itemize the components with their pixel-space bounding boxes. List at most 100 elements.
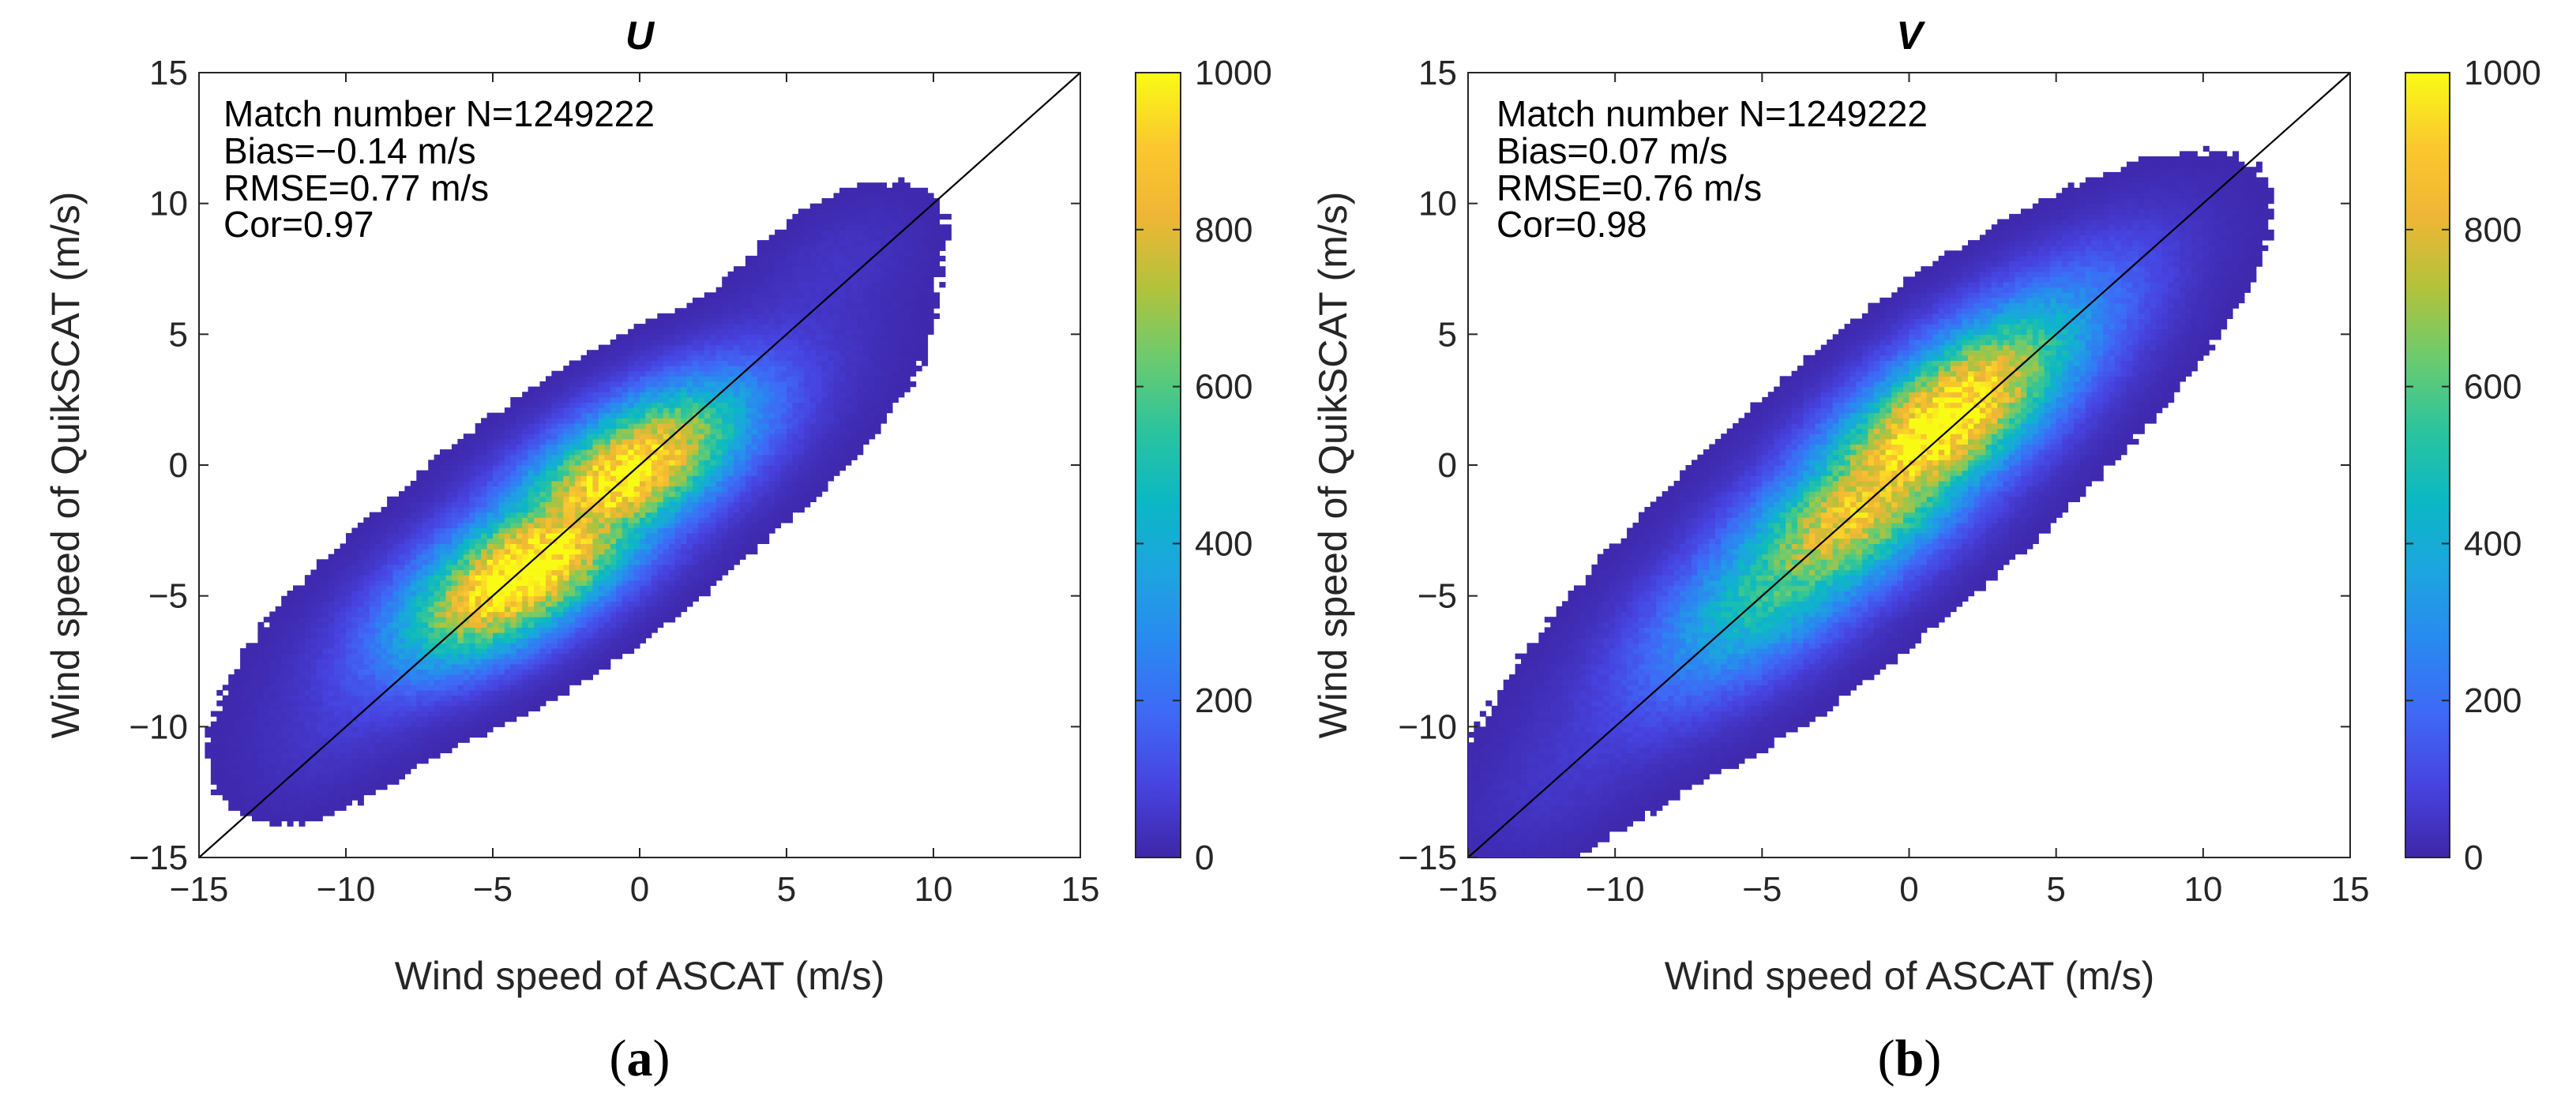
- panel-a-density-cell: [598, 350, 605, 356]
- panel-a-density-cell: [745, 271, 752, 277]
- panel-a-density-cell: [610, 350, 617, 356]
- panel-a-density-cell: [381, 700, 388, 707]
- panel-a-density-cell: [299, 711, 306, 717]
- panel-a-density-cell: [557, 549, 564, 555]
- panel-a-density-cell: [357, 737, 364, 743]
- panel-a-density-cell: [734, 287, 740, 293]
- panel-a-density-cell: [681, 340, 688, 346]
- panel-a-density-cell: [715, 449, 723, 456]
- panel-a-density-cell: [257, 794, 265, 801]
- panel-a-density-cell: [316, 794, 323, 801]
- panel-a-density-cell: [575, 611, 582, 617]
- panel-a-density-cell: [563, 674, 570, 681]
- panel-a-density-cell: [293, 674, 299, 681]
- panel-a-density-cell: [663, 507, 670, 513]
- panel-a-density-cell: [328, 711, 335, 717]
- panel-a-density-cell: [440, 522, 446, 529]
- panel-a-density-cell: [269, 700, 276, 707]
- panel-a-density-cell: [640, 381, 646, 388]
- panel-a-density-cell: [621, 554, 629, 560]
- panel-a-density-cell: [551, 674, 558, 681]
- panel-a-density-cell: [246, 774, 253, 780]
- panel-a-density-cell: [322, 747, 329, 753]
- panel-a-density-cell: [610, 611, 617, 617]
- panel-a-density-cell: [598, 559, 605, 565]
- panel-a-density-cell: [263, 768, 270, 775]
- panel-a-density-cell: [621, 611, 629, 617]
- panel-a-density-cell: [269, 674, 276, 681]
- panel-a-density-cell: [451, 517, 458, 523]
- panel-a-density-cell: [316, 784, 323, 790]
- panel-a-density-cell: [475, 454, 482, 460]
- panel-a-density-cell: [569, 460, 576, 466]
- panel-a-density-cell: [640, 423, 646, 430]
- panel-a-density-cell: [493, 549, 499, 555]
- panel-a-density-cell: [704, 328, 711, 335]
- panel-a-density-cell: [516, 580, 523, 586]
- panel-a-density-cell: [580, 669, 588, 675]
- panel-a-density-cell: [657, 554, 664, 560]
- panel-a-density-cell: [351, 580, 359, 586]
- panel-a-density-cell: [569, 486, 576, 492]
- panel-a-density-cell: [587, 527, 593, 534]
- panel-a-density-cell: [322, 711, 329, 717]
- panel-a-density-cell: [469, 507, 476, 513]
- panel-a-density-cell: [234, 794, 241, 801]
- panel-a-density-cell: [434, 496, 441, 502]
- panel-a-density-cell: [674, 340, 682, 346]
- panel-a-density-cell: [739, 533, 746, 539]
- panel-a-density-cell: [722, 433, 729, 440]
- panel-a-density-cell: [710, 355, 717, 361]
- panel-a-density-cell: [210, 732, 217, 738]
- panel-a-density-cell: [381, 742, 388, 749]
- panel-a-density-cell: [645, 496, 652, 502]
- panel-a-density-cell: [486, 585, 494, 591]
- panel-a-density-cell: [328, 805, 335, 811]
- panel-a-density-cell: [640, 360, 646, 366]
- panel-a-density-cell: [351, 789, 359, 796]
- panel-a-density-cell: [628, 475, 635, 482]
- panel-a-density-cell: [252, 674, 258, 681]
- panel-a-density-cell: [322, 737, 329, 743]
- panel-a-density-cell: [416, 606, 423, 613]
- panel-a-density-cell: [734, 396, 740, 403]
- panel-a-density-cell: [481, 491, 488, 497]
- panel-a-density-cell: [422, 549, 429, 555]
- panel-a-density-cell: [240, 689, 247, 696]
- panel-a-density-cell: [722, 407, 729, 414]
- panel-a-density-cell: [334, 632, 341, 639]
- panel-a-density-cell: [551, 669, 558, 675]
- panel-a-density-cell: [486, 674, 494, 681]
- panel-a-density-cell: [534, 392, 541, 398]
- panel-a-density-cell: [610, 549, 617, 555]
- panel-a-density-cell: [686, 402, 693, 408]
- panel-a-density-cell: [310, 601, 317, 607]
- panel-a-density-cell: [651, 370, 658, 377]
- panel-a-density-cell: [621, 486, 629, 492]
- panel-a-density-cell: [563, 381, 570, 388]
- panel-a-density-cell: [498, 689, 505, 696]
- panel-a-density-cell: [340, 653, 347, 659]
- panel-a-density-cell: [457, 465, 464, 471]
- panel-a-density-cell: [592, 465, 599, 471]
- panel-a-density-cell: [357, 538, 364, 544]
- panel-a-density-cell: [293, 637, 299, 644]
- panel-a-density-cell: [392, 585, 400, 591]
- panel-a-density-cell: [469, 627, 476, 633]
- panel-a-density-cell: [651, 522, 658, 529]
- panel-a-density-cell: [381, 517, 388, 523]
- panel-a-density-cell: [522, 575, 529, 581]
- panel-a-density-cell: [516, 423, 523, 430]
- panel-a-density-cell: [240, 742, 247, 749]
- panel-a-density-cell: [399, 533, 405, 539]
- panel-a-density-cell: [275, 674, 282, 681]
- panel-a-density-cell: [745, 261, 752, 267]
- panel-a-density-cell: [504, 695, 511, 701]
- panel-a-density-cell: [381, 512, 388, 518]
- panel-a-density-cell: [710, 454, 717, 460]
- panel-a-density-cell: [416, 695, 423, 701]
- panel-a-density-cell: [516, 685, 523, 691]
- panel-a-density-cell: [486, 480, 494, 487]
- panel-a-density-cell: [657, 538, 664, 544]
- panel-a-density-cell: [580, 428, 588, 434]
